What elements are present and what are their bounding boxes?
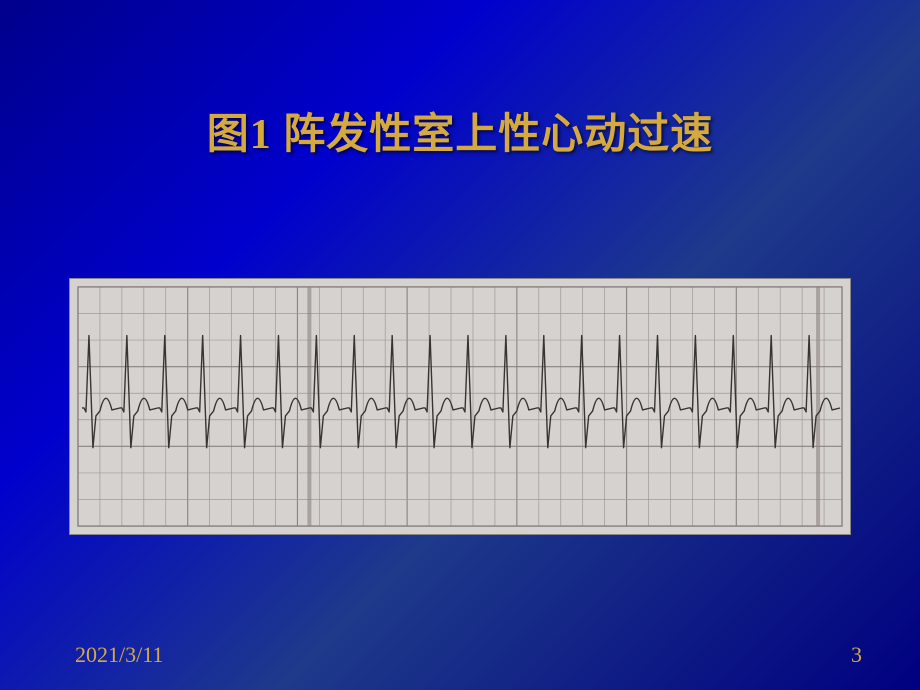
ecg-container <box>69 278 851 535</box>
page-number: 3 <box>851 642 862 668</box>
slide-title: 图1 阵发性室上性心动过速 <box>0 100 920 161</box>
ecg-chart <box>70 279 850 534</box>
date-label: 2021/3/11 <box>75 642 163 668</box>
